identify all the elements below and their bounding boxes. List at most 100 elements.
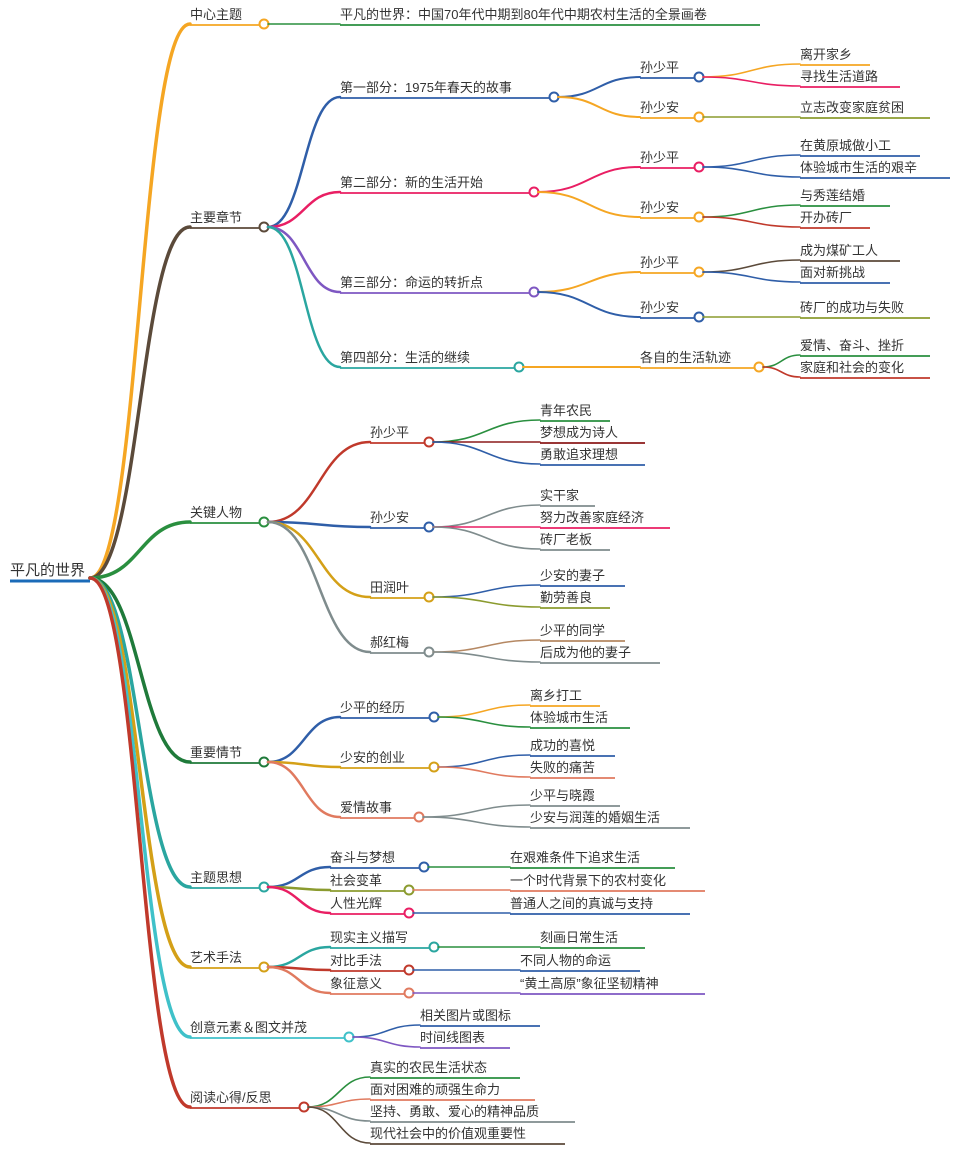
node-label: 时间线图表 — [420, 1030, 485, 1045]
node-circle — [695, 313, 704, 322]
branch-link — [703, 155, 800, 167]
branch-link — [268, 867, 330, 887]
node-label: 艺术手法 — [190, 950, 242, 965]
node-label: 创意元素＆图文并茂 — [190, 1020, 307, 1035]
branch-link — [268, 717, 340, 762]
node-label: 主要章节 — [190, 210, 242, 225]
node-circle — [755, 363, 764, 372]
node-label: 努力改善家庭经济 — [540, 510, 644, 525]
node-label: 少平的同学 — [540, 623, 605, 638]
node-label: 少安的妻子 — [540, 568, 605, 583]
branch-link — [538, 167, 640, 192]
branch-link — [558, 97, 640, 117]
node-label: 勇敢追求理想 — [540, 447, 618, 462]
node-circle — [695, 113, 704, 122]
branch-link — [703, 217, 800, 227]
node-label: 后成为他的妻子 — [540, 645, 631, 660]
node-label: “黄土高原”象征坚韧精神 — [520, 976, 659, 991]
node-circle — [405, 966, 414, 975]
branch-link — [538, 192, 640, 217]
branch-link — [268, 522, 370, 652]
branch-link — [433, 527, 540, 549]
node-label: 梦想成为诗人 — [540, 425, 618, 440]
node-circle — [425, 523, 434, 532]
node-label: 普通人之间的真诚与支持 — [510, 896, 653, 911]
node-label: 重要情节 — [190, 745, 242, 760]
node-label: 各自的生活轨迹 — [640, 350, 731, 365]
node-label: 寻找生活道路 — [800, 69, 878, 84]
branch-link — [90, 578, 190, 1107]
node-label: 少平的经历 — [340, 700, 405, 715]
branch-link — [90, 522, 190, 578]
node-label: 面对困难的顽强生命力 — [370, 1082, 500, 1097]
node-circle — [415, 813, 424, 822]
node-label: 平凡的世界 — [10, 562, 85, 579]
node-circle — [405, 886, 414, 895]
branch-link — [90, 578, 190, 967]
node-label: 关键人物 — [190, 505, 242, 520]
branch-link — [268, 762, 340, 817]
node-label: 奋斗与梦想 — [330, 850, 395, 865]
node-label: 刻画日常生活 — [540, 930, 618, 945]
node-label: 第一部分：1975年春天的故事 — [340, 80, 512, 95]
branch-link — [423, 805, 530, 817]
branch-link — [90, 578, 190, 1037]
node-circle — [430, 943, 439, 952]
branch-link — [763, 367, 800, 377]
branch-link — [90, 24, 190, 578]
branch-link — [438, 705, 530, 717]
node-label: 第二部分：新的生活开始 — [340, 175, 483, 190]
node-label: 体验城市生活 — [530, 710, 608, 725]
node-label: 郝红梅 — [370, 635, 409, 650]
node-label: 失败的痛苦 — [530, 760, 595, 775]
branch-link — [433, 597, 540, 607]
node-label: 孙少平 — [640, 255, 679, 270]
node-label: 离开家乡 — [800, 47, 852, 62]
node-circle — [405, 989, 414, 998]
branch-link — [433, 585, 540, 597]
branch-link — [438, 767, 530, 777]
node-label: 体验城市生活的艰辛 — [800, 160, 917, 175]
node-label: 开办砖厂 — [800, 210, 852, 225]
node-label: 主题思想 — [190, 870, 242, 885]
node-label: 相关图片或图标 — [420, 1008, 511, 1023]
node-circle — [345, 1033, 354, 1042]
branch-link — [433, 640, 540, 652]
branch-link — [308, 1107, 370, 1143]
branch-link — [703, 167, 800, 177]
branch-link — [433, 652, 540, 662]
branch-link — [703, 205, 800, 217]
branch-link — [268, 97, 340, 227]
branch-link — [538, 272, 640, 292]
node-label: 一个时代背景下的农村变化 — [510, 873, 666, 888]
node-label: 孙少安 — [370, 510, 409, 525]
node-circle — [300, 1103, 309, 1112]
node-label: 不同人物的命运 — [520, 953, 611, 968]
node-circle — [405, 909, 414, 918]
node-label: 与秀莲结婚 — [800, 188, 865, 203]
branch-link — [433, 442, 540, 464]
branch-link — [268, 442, 370, 522]
node-label: 孙少安 — [640, 100, 679, 115]
node-circle — [420, 863, 429, 872]
node-circle — [695, 213, 704, 222]
node-circle — [695, 268, 704, 277]
branch-link — [433, 420, 540, 442]
node-label: 阅读心得/反思 — [190, 1090, 272, 1105]
node-label: 少安与润莲的婚姻生活 — [530, 810, 660, 825]
node-label: 平凡的世界：中国70年代中期到80年代中期农村生活的全景画卷 — [340, 7, 707, 22]
branch-link — [268, 947, 330, 967]
node-label: 坚持、勇敢、爱心的精神品质 — [370, 1104, 539, 1119]
node-label: 少安的创业 — [340, 750, 405, 765]
branch-link — [438, 717, 530, 727]
branch-link — [558, 77, 640, 97]
node-label: 对比手法 — [330, 953, 382, 968]
branch-link — [433, 505, 540, 527]
node-label: 人性光辉 — [330, 896, 382, 911]
node-label: 立志改变家庭贫困 — [800, 100, 904, 115]
branch-link — [703, 77, 800, 86]
branch-link — [268, 227, 340, 292]
branch-link — [703, 272, 800, 282]
branch-link — [353, 1037, 420, 1047]
node-circle — [260, 20, 269, 29]
